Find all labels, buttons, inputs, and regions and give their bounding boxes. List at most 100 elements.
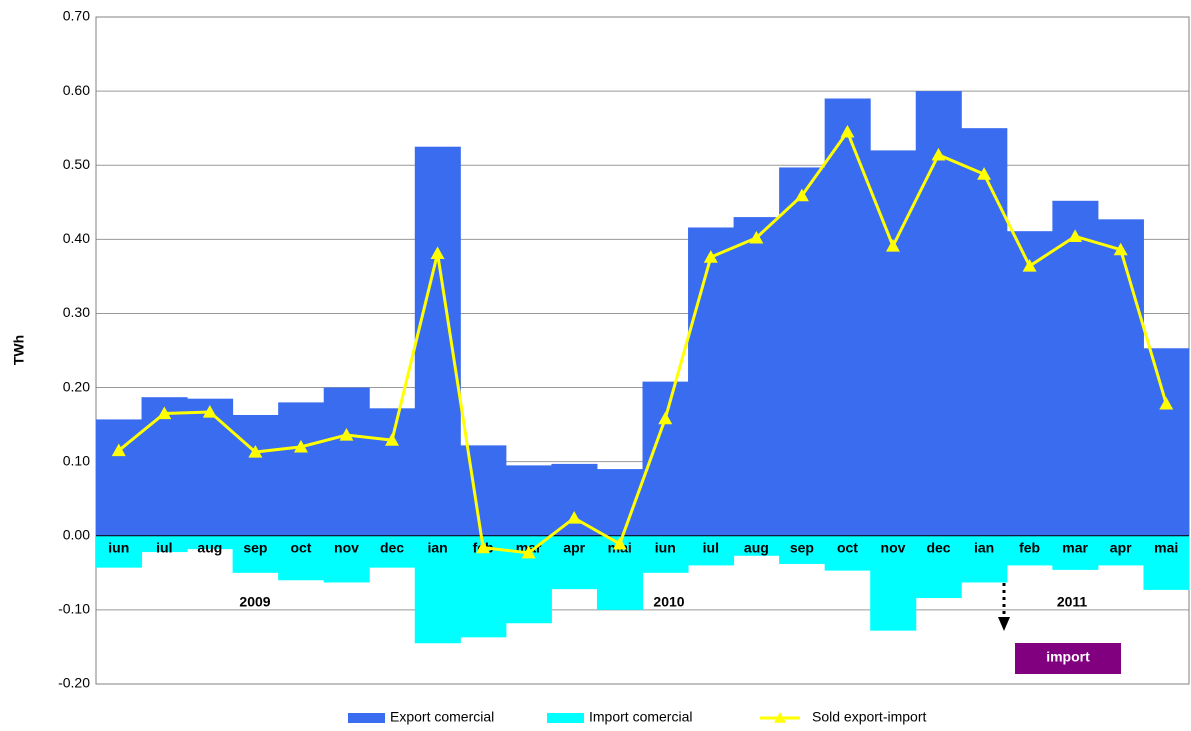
bar bbox=[141, 535, 188, 553]
marker bbox=[248, 445, 263, 458]
marker bbox=[157, 406, 172, 420]
bar bbox=[278, 402, 325, 536]
y-tick-label: -0.10 bbox=[58, 601, 90, 617]
marker bbox=[521, 545, 536, 559]
y-tick-label: 0.70 bbox=[63, 8, 90, 24]
marker bbox=[385, 433, 400, 446]
import-box bbox=[1015, 643, 1121, 674]
x-tick-label: nov bbox=[881, 539, 906, 555]
bar bbox=[414, 146, 461, 536]
x-tick-label: dec bbox=[380, 539, 404, 555]
bar bbox=[278, 535, 325, 581]
bar bbox=[551, 535, 598, 590]
year-label: 2011 bbox=[1057, 594, 1088, 610]
bar bbox=[688, 535, 735, 566]
legend-label: Export comercial bbox=[390, 709, 494, 725]
bar bbox=[414, 535, 461, 644]
bar bbox=[779, 535, 826, 564]
year-label: 2010 bbox=[653, 594, 684, 610]
x-tick-label: dec bbox=[926, 539, 950, 555]
x-tick-label: aug bbox=[744, 539, 769, 555]
x-tick-label: sep bbox=[790, 539, 814, 555]
y-tick-label: 0.00 bbox=[63, 526, 90, 542]
bar bbox=[1097, 535, 1144, 566]
marker bbox=[567, 510, 582, 524]
bar bbox=[915, 535, 962, 599]
annotation: import bbox=[1046, 649, 1090, 665]
bar bbox=[96, 535, 143, 568]
x-tick-label: iun bbox=[108, 539, 129, 555]
bar bbox=[460, 445, 507, 536]
marker bbox=[293, 439, 308, 453]
bar bbox=[369, 535, 416, 568]
x-tick-label: iul bbox=[156, 539, 172, 555]
bar bbox=[915, 91, 962, 536]
marker bbox=[931, 147, 946, 161]
line bbox=[117, 128, 1168, 555]
bar bbox=[961, 128, 1008, 536]
marker bbox=[840, 124, 855, 138]
x-tick-label: sep bbox=[243, 539, 267, 555]
x-tick-label: nov bbox=[334, 539, 359, 555]
bar bbox=[1052, 535, 1099, 570]
bar bbox=[1097, 219, 1144, 536]
bar bbox=[1143, 348, 1190, 536]
bar bbox=[779, 167, 826, 536]
bar bbox=[1006, 231, 1053, 536]
bar bbox=[733, 535, 780, 556]
bar bbox=[232, 414, 279, 536]
x-tick-label: mai bbox=[1154, 539, 1178, 555]
bar bbox=[141, 397, 188, 536]
legend-label: Import comercial bbox=[589, 709, 692, 725]
x-tick-label: iun bbox=[655, 539, 676, 555]
x-tick-label: apr bbox=[1110, 539, 1132, 555]
x-tick-label: iul bbox=[703, 539, 719, 555]
marker bbox=[885, 239, 900, 252]
bar bbox=[961, 535, 1008, 583]
x-tick-label: apr bbox=[563, 539, 585, 555]
marker bbox=[430, 246, 445, 260]
x-tick-label: mar bbox=[1062, 539, 1088, 555]
marker bbox=[749, 230, 764, 244]
y-tick-label: 0.40 bbox=[63, 230, 90, 246]
marker bbox=[1022, 259, 1037, 272]
marker bbox=[1068, 229, 1083, 242]
marker bbox=[703, 250, 718, 263]
marker bbox=[476, 540, 491, 554]
y-tick-label: -0.20 bbox=[58, 675, 90, 691]
x-tick-label: feb bbox=[1019, 539, 1040, 555]
y-tick-label: 0.30 bbox=[63, 304, 90, 320]
bar bbox=[824, 535, 871, 571]
marker bbox=[612, 536, 627, 550]
bar bbox=[688, 227, 735, 536]
bar bbox=[642, 535, 689, 573]
marker bbox=[1159, 396, 1174, 410]
bar bbox=[824, 98, 871, 536]
marker bbox=[339, 427, 354, 441]
x-tick-label: ian bbox=[974, 539, 994, 555]
legend-swatch bbox=[348, 713, 385, 723]
y-tick-label: 0.20 bbox=[63, 378, 90, 394]
legend-label: Sold export-import bbox=[812, 709, 926, 725]
bar bbox=[187, 398, 234, 536]
legend-marker bbox=[774, 712, 786, 723]
bar bbox=[187, 535, 234, 550]
y-tick-label: 0.50 bbox=[63, 156, 90, 172]
legend-swatch bbox=[547, 713, 584, 723]
bar bbox=[323, 387, 370, 536]
y-axis-label: TWh bbox=[11, 335, 27, 365]
x-tick-label: aug bbox=[197, 539, 222, 555]
bar bbox=[232, 535, 279, 573]
marker bbox=[794, 188, 809, 202]
bar bbox=[369, 408, 416, 536]
y-tick-label: 0.10 bbox=[63, 452, 90, 468]
y-tick-label: 0.60 bbox=[63, 82, 90, 98]
x-tick-label: ian bbox=[427, 539, 447, 555]
x-tick-label: oct bbox=[290, 539, 311, 555]
bar bbox=[1052, 200, 1099, 536]
marker bbox=[111, 443, 126, 457]
bar bbox=[870, 535, 917, 631]
marker bbox=[658, 411, 673, 425]
bar bbox=[505, 465, 552, 536]
